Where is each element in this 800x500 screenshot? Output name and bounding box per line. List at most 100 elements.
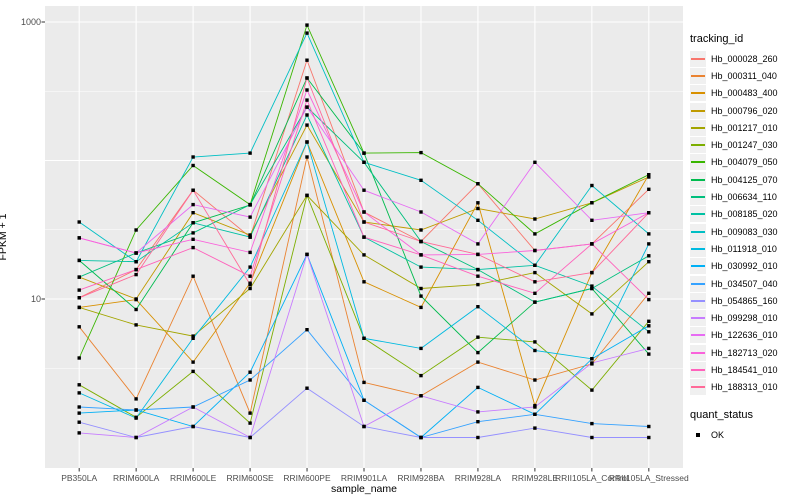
legend-entry: Hb_034507_040 (690, 275, 798, 292)
data-point (305, 58, 309, 62)
legend-label: Hb_006634_110 (711, 192, 777, 203)
legend-key-line-icon (690, 67, 706, 84)
legend-entry: Hb_001247_030 (690, 136, 798, 154)
data-point (362, 220, 366, 224)
data-point (191, 245, 195, 250)
data-point (533, 348, 537, 353)
legend-entries: Hb_000028_260 Hb_000311_040 Hb_000483_400 H… (690, 50, 798, 396)
legend-entry: Hb_182713_020 (690, 344, 798, 361)
data-point (77, 296, 81, 300)
legend-label: Hb_009083_030 (711, 226, 778, 237)
legend-entry: Hb_000796_020 (690, 102, 798, 119)
data-point (647, 330, 651, 334)
data-point (362, 380, 366, 385)
data-point (476, 335, 480, 339)
legend-key-line-icon (690, 85, 706, 102)
data-point (248, 151, 252, 155)
legend-entry: Hb_000483_400 (690, 85, 798, 102)
data-point (647, 260, 651, 264)
x-axis-title: sample_name (331, 483, 397, 495)
data-point (533, 270, 537, 275)
data-point (191, 231, 195, 235)
data-point (533, 405, 537, 409)
data-point (134, 272, 138, 277)
data-point (134, 397, 138, 401)
data-point (533, 280, 537, 284)
data-point (362, 188, 366, 192)
data-point (533, 340, 537, 344)
data-point (77, 275, 81, 279)
data-point (647, 232, 651, 236)
data-point (533, 217, 537, 221)
legend-label: Hb_099298_010 (711, 313, 778, 324)
data-point (476, 242, 480, 246)
data-point (248, 202, 252, 207)
data-point (647, 173, 651, 177)
data-point (191, 202, 195, 207)
legend-key-line-icon (690, 275, 706, 292)
data-point (419, 435, 423, 440)
legend-label: Hb_030992_010 (711, 261, 778, 272)
data-point (248, 370, 252, 374)
y-axis-title: FPKM + 1 (0, 214, 9, 261)
data-point (248, 274, 252, 278)
data-point (419, 294, 423, 298)
data-point (419, 150, 423, 155)
x-tick-label: PB350LA (61, 473, 98, 483)
data-point (191, 334, 195, 338)
x-tick-label: RRII105LA_Control (554, 473, 629, 483)
legend-label: Hb_008185_020 (711, 209, 778, 220)
data-point (590, 286, 594, 291)
data-point (590, 312, 594, 316)
data-point (533, 160, 537, 164)
x-tick-label: RRIM600PE (283, 473, 331, 483)
data-point (647, 324, 651, 328)
data-point (419, 346, 423, 351)
data-point (590, 242, 594, 246)
y-tick-label: 1000 (20, 17, 41, 27)
x-tick-label: RRIM928LA (454, 473, 502, 483)
data-point (533, 426, 537, 430)
data-point (134, 416, 138, 420)
legend-key-line-icon (690, 292, 706, 309)
legend-entry: Hb_000028_260 (690, 50, 798, 67)
data-point (419, 394, 423, 398)
data-point (476, 206, 480, 211)
data-point (362, 160, 366, 164)
data-point (248, 378, 252, 382)
x-tick-label: RRIM600LE (169, 473, 217, 483)
data-point (476, 201, 480, 205)
legend-entry: Hb_001217_010 (690, 119, 798, 136)
data-point (191, 369, 195, 374)
data-point (305, 88, 309, 92)
data-point (191, 237, 195, 241)
legend-label: Hb_004079_050 (711, 157, 778, 168)
data-point (476, 435, 480, 440)
data-point (590, 421, 594, 426)
legend-entry: Hb_188313_010 (690, 379, 798, 396)
legend-title-quant-status: quant_status (690, 408, 753, 421)
data-point (77, 258, 81, 263)
legend-label: Hb_122636_010 (711, 330, 778, 341)
y-tick-label: 10 (30, 294, 41, 304)
data-point (305, 31, 309, 35)
data-point (362, 253, 366, 257)
data-point (191, 424, 195, 429)
data-point (248, 233, 252, 237)
data-point (476, 410, 480, 414)
data-point (476, 360, 480, 364)
data-point (77, 325, 81, 329)
x-tick-label: RRIM928BA (397, 473, 445, 483)
legend-entry: Hb_008185_020 (690, 206, 798, 223)
data-point (533, 232, 537, 236)
legend-key-line-icon (690, 361, 706, 378)
data-point (476, 267, 480, 272)
data-point (134, 260, 138, 264)
data-point (647, 435, 651, 440)
legend: tracking_id Hb_000028_260 Hb_000311_040 Hb… (690, 33, 798, 443)
data-point (305, 105, 309, 109)
data-point (419, 373, 423, 378)
data-point (647, 254, 651, 258)
data-point (533, 378, 537, 382)
data-point (191, 221, 195, 225)
